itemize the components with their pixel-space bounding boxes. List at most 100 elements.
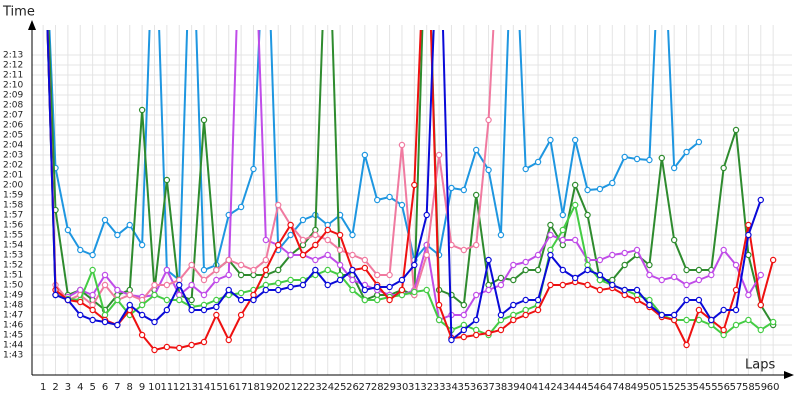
data-point bbox=[732, 306, 740, 314]
data-point bbox=[472, 316, 480, 324]
data-point bbox=[114, 231, 121, 239]
data-point bbox=[547, 251, 554, 259]
data-point bbox=[510, 261, 517, 269]
y-tick-label: 2:08 bbox=[3, 101, 23, 111]
data-point bbox=[176, 344, 183, 352]
data-point bbox=[101, 318, 109, 326]
x-tick-label: 23 bbox=[309, 382, 322, 393]
data-point bbox=[349, 286, 356, 294]
data-point bbox=[683, 341, 690, 349]
x-tick-label: 8 bbox=[127, 382, 133, 393]
x-tick-label: 7 bbox=[114, 382, 120, 393]
data-point bbox=[89, 251, 96, 259]
data-point bbox=[646, 271, 653, 279]
data-point bbox=[745, 231, 752, 239]
data-point bbox=[547, 281, 554, 289]
x-tick-label: 24 bbox=[321, 382, 334, 393]
x-tick-label: 29 bbox=[383, 382, 396, 393]
x-tick-label: 25 bbox=[334, 382, 347, 393]
data-point bbox=[398, 276, 406, 284]
data-point bbox=[584, 281, 591, 289]
data-point bbox=[460, 301, 468, 309]
x-tick-label: 19 bbox=[259, 382, 272, 393]
data-point bbox=[361, 151, 369, 159]
data-point bbox=[138, 241, 146, 249]
data-point bbox=[374, 196, 381, 204]
data-point bbox=[695, 266, 703, 274]
y-tick-label: 1:54 bbox=[3, 241, 23, 251]
data-point bbox=[757, 326, 764, 334]
data-point bbox=[435, 301, 443, 309]
data-point bbox=[621, 261, 628, 269]
x-tick-label: 42 bbox=[544, 382, 557, 393]
data-point bbox=[324, 266, 331, 274]
data-point bbox=[188, 306, 195, 314]
data-point bbox=[237, 271, 245, 279]
data-point bbox=[336, 231, 344, 239]
data-point bbox=[101, 271, 109, 279]
x-tick-label: 34 bbox=[445, 382, 458, 393]
y-tick-label: 2:06 bbox=[3, 121, 23, 131]
data-point bbox=[670, 311, 678, 319]
data-point bbox=[670, 236, 678, 244]
x-tick-label: 5 bbox=[89, 382, 95, 393]
data-point bbox=[77, 298, 84, 306]
data-point bbox=[732, 261, 740, 269]
data-point bbox=[89, 266, 96, 274]
x-tick-label: 49 bbox=[631, 382, 644, 393]
data-point bbox=[188, 261, 195, 269]
data-point bbox=[596, 271, 604, 279]
data-point bbox=[361, 286, 369, 294]
data-point bbox=[126, 291, 133, 299]
y-tick-label: 2:05 bbox=[3, 131, 23, 141]
data-point bbox=[720, 164, 727, 172]
data-point bbox=[485, 329, 492, 337]
data-point bbox=[522, 311, 529, 319]
data-point bbox=[658, 311, 665, 319]
x-tick-label: 11 bbox=[161, 382, 174, 393]
plot-area bbox=[46, 30, 777, 354]
data-point bbox=[126, 301, 133, 309]
data-point bbox=[695, 316, 703, 324]
data-point bbox=[361, 256, 369, 264]
y-tick-label: 1:55 bbox=[3, 231, 23, 241]
data-point bbox=[237, 311, 245, 319]
data-point bbox=[472, 331, 480, 339]
data-point bbox=[472, 241, 480, 249]
data-point bbox=[200, 276, 208, 284]
x-tick-label: 16 bbox=[222, 382, 235, 393]
data-point bbox=[188, 341, 195, 349]
y-tick-label: 2:12 bbox=[3, 61, 23, 71]
data-point bbox=[609, 251, 616, 259]
data-point bbox=[485, 166, 492, 174]
x-tick-label: 53 bbox=[680, 382, 693, 393]
data-point bbox=[522, 296, 529, 304]
data-point bbox=[497, 281, 505, 289]
data-point bbox=[757, 271, 764, 279]
x-tick-label: 28 bbox=[371, 382, 384, 393]
data-point bbox=[423, 251, 430, 259]
data-point bbox=[237, 296, 245, 304]
data-point bbox=[52, 291, 59, 299]
x-tick-label: 20 bbox=[272, 382, 285, 393]
data-point bbox=[522, 266, 529, 274]
data-point bbox=[757, 301, 764, 309]
x-tick-label: 46 bbox=[594, 382, 607, 393]
data-point bbox=[213, 303, 220, 311]
data-point bbox=[559, 266, 567, 274]
data-point bbox=[745, 251, 752, 259]
data-point bbox=[275, 241, 282, 249]
x-tick-label: 52 bbox=[668, 382, 681, 393]
data-point bbox=[163, 296, 171, 304]
x-tick-label: 38 bbox=[495, 382, 508, 393]
x-tick-label: 48 bbox=[618, 382, 631, 393]
data-point bbox=[559, 236, 567, 244]
data-point bbox=[312, 256, 319, 264]
data-point bbox=[176, 281, 183, 289]
x-tick-label: 31 bbox=[408, 382, 421, 393]
data-point bbox=[547, 136, 554, 144]
data-point bbox=[225, 271, 232, 279]
data-point bbox=[398, 141, 406, 149]
x-tick-label: 30 bbox=[396, 382, 409, 393]
